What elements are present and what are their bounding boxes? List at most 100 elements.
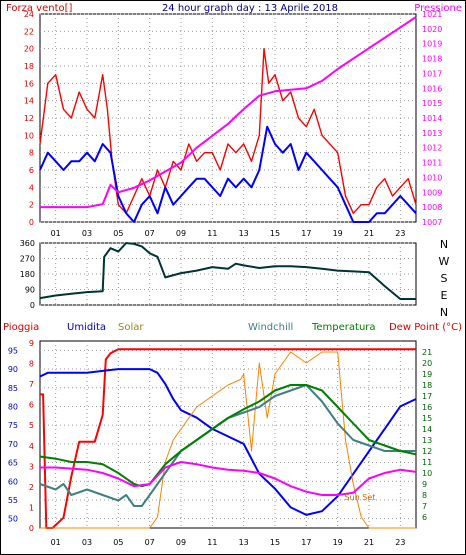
y-left-tick: 75 bbox=[8, 421, 18, 430]
compass-label: W bbox=[439, 255, 450, 268]
y-tick: 270 bbox=[20, 255, 35, 264]
series-line-wind-direction bbox=[39, 242, 416, 300]
series-line-temperatura bbox=[39, 384, 417, 488]
header-right: Pressione bbox=[414, 3, 462, 14]
x-tick: 23 bbox=[395, 229, 405, 238]
y-right-tick: 16 bbox=[422, 403, 432, 412]
y-right-tick: 21 bbox=[422, 348, 432, 357]
x-tick: 23 bbox=[395, 538, 405, 547]
y-right-tick: 11 bbox=[422, 458, 432, 467]
rain-tick: 6 bbox=[29, 401, 34, 410]
x-tick: 07 bbox=[145, 229, 155, 238]
y-left-tick: 85 bbox=[8, 384, 18, 393]
y-right-tick: 18 bbox=[422, 381, 432, 390]
x-tick: 07 bbox=[145, 538, 155, 547]
rain-tick: 9 bbox=[29, 339, 34, 348]
y-right-tick: 1015 bbox=[422, 99, 442, 108]
x-tick: 01 bbox=[51, 538, 61, 547]
series-line-solar bbox=[40, 351, 416, 529]
series-line-forza-vento bbox=[39, 48, 417, 214]
y-tick: 0 bbox=[30, 301, 35, 310]
y-right-tick: 7 bbox=[422, 502, 427, 511]
x-tick: 03 bbox=[82, 229, 92, 238]
legend-label: Solar bbox=[118, 322, 144, 333]
y-right-tick: 1012 bbox=[422, 144, 442, 153]
y-right-tick: 8 bbox=[422, 491, 427, 500]
x-tick: 09 bbox=[176, 538, 186, 547]
y-right-tick: 20 bbox=[422, 359, 432, 368]
y-right-tick: 17 bbox=[422, 392, 432, 401]
y-left-tick: 22 bbox=[24, 27, 34, 36]
y-right-tick: 9 bbox=[422, 480, 427, 489]
y-left-tick: 6 bbox=[29, 166, 34, 175]
y-right-tick: 1007 bbox=[422, 218, 442, 227]
y-left-tick: 4 bbox=[29, 183, 34, 192]
x-tick: 13 bbox=[239, 229, 249, 238]
series-line-dew-point bbox=[40, 461, 417, 496]
compass-label: E bbox=[441, 289, 448, 302]
x-tick: 17 bbox=[301, 538, 311, 547]
y-left-tick: 16 bbox=[24, 79, 34, 88]
y-tick: 180 bbox=[20, 270, 35, 279]
header-left: Forza vento[] bbox=[6, 3, 73, 14]
y-right-tick: 1014 bbox=[422, 114, 442, 123]
series-line-pioggia bbox=[40, 348, 416, 529]
x-tick: 09 bbox=[176, 229, 186, 238]
x-tick: 01 bbox=[51, 229, 61, 238]
x-tick: 11 bbox=[207, 229, 217, 238]
x-tick: 19 bbox=[333, 538, 343, 547]
series-line-wind-avg bbox=[39, 125, 417, 223]
chart-title: 24 hour graph day : 13 Aprile 2018 bbox=[162, 3, 338, 14]
x-tick: 03 bbox=[82, 538, 92, 547]
rain-tick: 2 bbox=[29, 483, 34, 492]
y-tick: 90 bbox=[25, 286, 35, 295]
rain-tick: 7 bbox=[29, 380, 34, 389]
x-tick: 21 bbox=[364, 229, 374, 238]
y-right-tick: 19 bbox=[422, 370, 432, 379]
y-left-tick: 80 bbox=[8, 402, 18, 411]
y-left-tick: 70 bbox=[8, 440, 18, 449]
compass-label: N bbox=[440, 238, 448, 251]
y-left-tick: 55 bbox=[8, 496, 18, 505]
y-right-tick: 1021 bbox=[422, 10, 442, 19]
y-right-tick: 1010 bbox=[422, 173, 442, 182]
y-right-tick: 14 bbox=[422, 425, 432, 434]
x-tick: 05 bbox=[113, 538, 123, 547]
y-left-tick: 2 bbox=[29, 201, 34, 210]
y-tick: 360 bbox=[20, 239, 35, 248]
y-left-tick: 50 bbox=[8, 515, 18, 524]
legend-label: Temperatura bbox=[311, 322, 376, 333]
x-tick: 15 bbox=[270, 538, 280, 547]
rain-tick: 3 bbox=[29, 462, 34, 471]
y-left-tick: 18 bbox=[24, 62, 34, 71]
y-right-tick: 15 bbox=[422, 414, 432, 423]
y-right-tick: 1018 bbox=[422, 55, 442, 64]
compass-label: N bbox=[440, 306, 448, 319]
y-right-tick: 1016 bbox=[422, 84, 442, 93]
y-left-tick: 8 bbox=[29, 149, 34, 158]
legend-label: Windchill bbox=[248, 322, 293, 333]
x-tick: 19 bbox=[333, 229, 343, 238]
temperature-humidity-chart: 5055606570758085909501234567896789101112… bbox=[3, 322, 462, 547]
y-right-tick: 1017 bbox=[422, 69, 442, 78]
x-tick: 11 bbox=[207, 538, 217, 547]
y-right-tick: 1020 bbox=[422, 25, 442, 34]
series-line-pressione bbox=[40, 16, 417, 209]
y-right-tick: 1008 bbox=[422, 203, 442, 212]
y-left-tick: 0 bbox=[29, 218, 34, 227]
compass-label: S bbox=[441, 272, 448, 285]
y-right-tick: 1011 bbox=[422, 159, 442, 168]
y-left-tick: 24 bbox=[24, 10, 34, 19]
annotation-sun-set: Sun Set bbox=[345, 493, 376, 502]
rain-tick: 0 bbox=[29, 524, 34, 533]
plot-area bbox=[39, 340, 417, 529]
y-left-tick: 12 bbox=[24, 114, 34, 123]
x-tick: 17 bbox=[301, 229, 311, 238]
rain-tick: 1 bbox=[29, 503, 34, 512]
rain-tick: 8 bbox=[29, 360, 34, 369]
y-right-tick: 1009 bbox=[422, 188, 442, 197]
y-right-tick: 1013 bbox=[422, 129, 442, 138]
y-left-tick: 10 bbox=[24, 131, 34, 140]
